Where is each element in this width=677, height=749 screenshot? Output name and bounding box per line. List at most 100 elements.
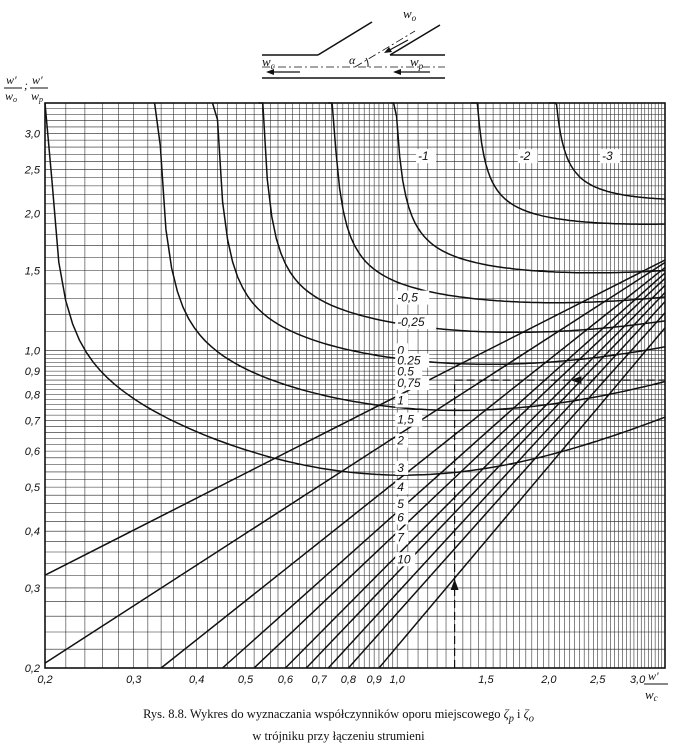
xlabel-denominator: wc bbox=[645, 687, 658, 703]
xlabel-numerator: w' bbox=[648, 669, 659, 683]
curve-labels: -3 -2 -1 -0,5 -0,25 00,250,50,75 1 1,5 2 3 4 56 7 10 bbox=[395, 149, 621, 567]
curve-label--0-5: -0,5 bbox=[397, 291, 418, 305]
ylabel-numerator-2: w' bbox=[32, 73, 43, 87]
curve-3 bbox=[253, 277, 666, 669]
curve-label-4: 4 bbox=[397, 480, 404, 494]
diagram-label-w-p: wp bbox=[410, 54, 424, 71]
y-tick-label: 1,5 bbox=[25, 265, 41, 277]
curve-4 bbox=[284, 284, 666, 669]
x-tick-label: 1,0 bbox=[390, 674, 406, 686]
x-tick-label: 0,8 bbox=[341, 674, 357, 686]
curve-1-5 bbox=[160, 267, 666, 669]
y-tick-label: 2,5 bbox=[24, 164, 41, 176]
curve-label-0-5: 0,5 bbox=[397, 365, 414, 379]
curve-label-bg bbox=[395, 510, 409, 525]
curve-label-bg bbox=[416, 149, 437, 164]
curve-0-5 bbox=[44, 102, 666, 476]
y-tick-label: 0,4 bbox=[25, 526, 40, 538]
x-tick-label: 0,2 bbox=[37, 674, 52, 686]
outflow-arrowhead-icon bbox=[266, 69, 274, 75]
curve-label-bg bbox=[395, 353, 430, 368]
curve-0 bbox=[211, 102, 666, 366]
curve-2 bbox=[222, 272, 666, 669]
y-tick-label: 3,0 bbox=[25, 128, 41, 140]
branch-pipe-lower-wall bbox=[317, 21, 373, 56]
curve--1 bbox=[390, 102, 666, 274]
curve--2 bbox=[470, 102, 665, 225]
up-arrow-icon bbox=[450, 578, 459, 590]
curve-label-bg bbox=[395, 412, 423, 427]
curve-label--1: -1 bbox=[418, 149, 429, 163]
grid bbox=[45, 103, 665, 668]
curve-label-6: 6 bbox=[397, 511, 404, 525]
ylabel-separator: ; bbox=[24, 78, 28, 92]
x-tick-label: 1,5 bbox=[478, 674, 494, 686]
curve-10 bbox=[378, 327, 666, 669]
x-tick-label: 0,3 bbox=[126, 674, 142, 686]
branch-pipe-centerline bbox=[354, 30, 416, 68]
curve-label-bg bbox=[395, 496, 409, 511]
curve-label-bg bbox=[395, 552, 416, 567]
caption-zeta-o: ζo bbox=[523, 707, 534, 725]
branch-pipe-upper-wall bbox=[389, 24, 441, 56]
curve-label-bg bbox=[395, 530, 409, 545]
curve-label-bg bbox=[517, 149, 538, 164]
x-tick-label: 2,0 bbox=[540, 674, 557, 686]
curve-0-75 bbox=[44, 259, 666, 576]
curve--0-25 bbox=[258, 102, 666, 334]
curve-label--2: -2 bbox=[520, 149, 531, 163]
ylabel-numerator-1: w' bbox=[6, 73, 17, 87]
curve-label-bg bbox=[395, 480, 409, 495]
curve-7 bbox=[347, 312, 666, 669]
diagram-label-alpha: α bbox=[349, 53, 356, 67]
curve-label-2: 2 bbox=[396, 434, 404, 448]
x-tick-label: 0,7 bbox=[311, 674, 327, 686]
curve-label-bg bbox=[395, 290, 430, 305]
curve-label-bg bbox=[395, 315, 437, 330]
diagram-label-w-c: wc bbox=[262, 54, 275, 71]
curve-label-10: 10 bbox=[397, 552, 411, 566]
figure-caption: Rys. 8.8. Wykres do wyznaczania współczy… bbox=[0, 706, 677, 744]
curve--3 bbox=[548, 102, 666, 200]
y-tick-label: 1,0 bbox=[25, 345, 41, 357]
x-tick-label: 0,5 bbox=[238, 674, 254, 686]
curve-label-5: 5 bbox=[397, 497, 404, 511]
curve-label-0-75: 0,75 bbox=[397, 376, 421, 390]
y-tick-label: 0,8 bbox=[25, 389, 41, 401]
y-tick-label: 0,5 bbox=[25, 482, 41, 494]
y-tick-label: 0,9 bbox=[25, 366, 40, 378]
curve-label-1-5: 1,5 bbox=[397, 413, 414, 427]
curve-label-bg bbox=[395, 376, 430, 391]
caption-prefix: Rys. 8.8. Wykres do wyznaczania współczy… bbox=[143, 707, 504, 721]
curve-label--0-25: -0,25 bbox=[397, 315, 425, 329]
curve--0-5 bbox=[328, 102, 666, 304]
branch-inflow-arrowhead-icon bbox=[384, 47, 392, 53]
curves bbox=[44, 102, 666, 669]
caption-conjunction: i bbox=[513, 707, 524, 721]
x-tick-label: 0,6 bbox=[278, 674, 294, 686]
y-axis-label: w' wo ; w' wp bbox=[4, 73, 48, 104]
curve-label-bg bbox=[395, 460, 409, 475]
ylabel-denominator-2: wp bbox=[31, 89, 43, 104]
curve-label-0: 0 bbox=[397, 343, 404, 357]
y-tick-label: 0,2 bbox=[25, 663, 40, 675]
curve-label-3: 3 bbox=[397, 461, 404, 475]
x-tick-label: 2,5 bbox=[589, 674, 606, 686]
tee-junction-diagram: wo α wc wp bbox=[262, 6, 445, 79]
caption-line-2: w trójniku przy łączeniu strumieni bbox=[252, 728, 425, 743]
curve-1 bbox=[44, 261, 666, 664]
y-tick-label: 2,0 bbox=[24, 208, 41, 220]
diagram-label-w-o: wo bbox=[403, 6, 417, 23]
curve-0-25 bbox=[153, 102, 666, 412]
x-tick-label: 0,4 bbox=[189, 674, 204, 686]
curve-6 bbox=[327, 301, 666, 669]
curve-label--3: -3 bbox=[602, 149, 613, 163]
x-tick-label: 0,9 bbox=[366, 674, 381, 686]
plot-frame bbox=[44, 102, 666, 669]
x-axis-label: w' wc bbox=[644, 669, 668, 703]
tick-labels: 0,2 0,3 0,4 0,5 0,6 0,7 0,8 0,9 1,0 1,5 2,0 2,5 3,0 0… bbox=[24, 128, 646, 686]
curve-label-1: 1 bbox=[397, 393, 404, 407]
y-tick-label: 0,6 bbox=[25, 446, 41, 458]
curve-label-bg bbox=[395, 433, 409, 448]
